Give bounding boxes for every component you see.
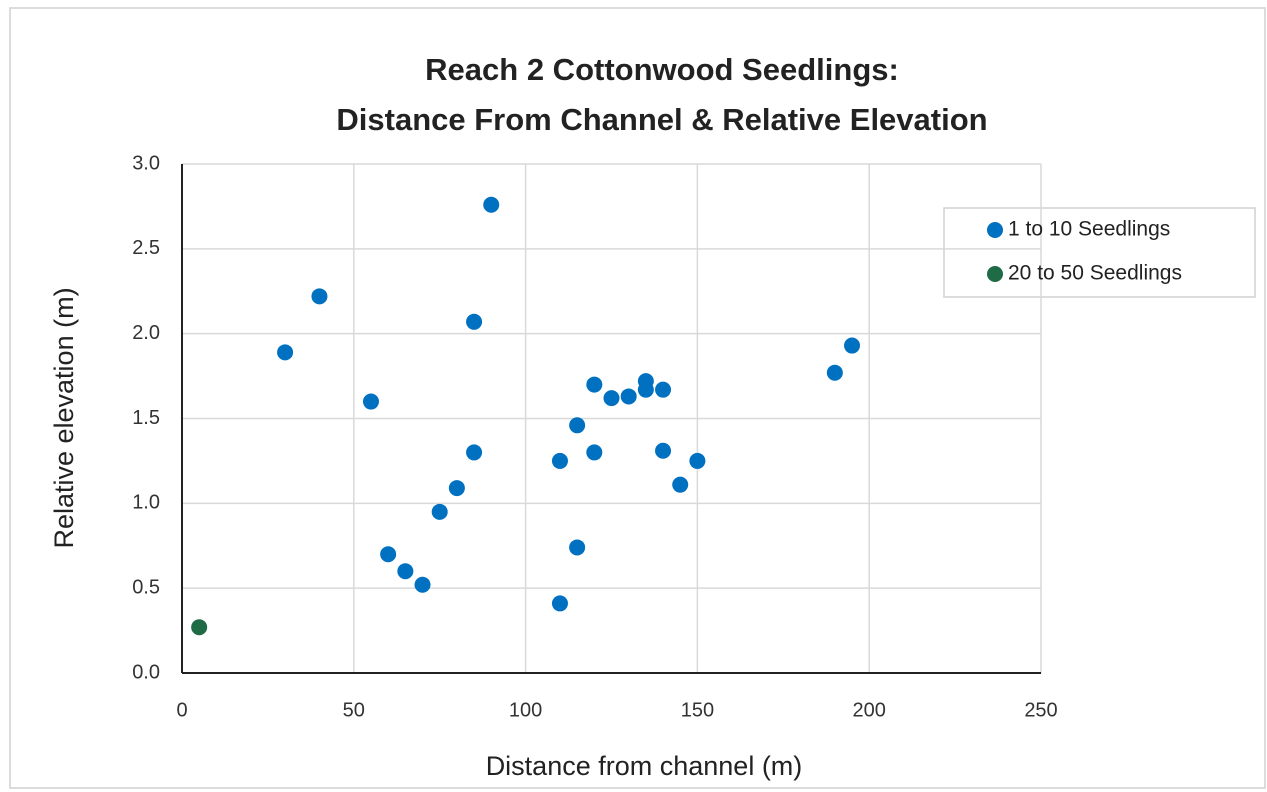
point <box>620 388 637 405</box>
y-tick-label: 0.5 <box>132 576 160 598</box>
legend-marker <box>987 222 1003 238</box>
point <box>466 444 483 461</box>
point <box>569 539 586 556</box>
point <box>586 444 603 461</box>
x-tick-label: 250 <box>1024 699 1057 721</box>
point <box>311 288 328 305</box>
point <box>551 452 568 469</box>
chart-title: Distance From Channel & Relative Elevati… <box>336 102 987 137</box>
legend-marker <box>987 266 1003 282</box>
chart-frame <box>9 7 1266 789</box>
point <box>826 364 843 381</box>
point <box>466 313 483 330</box>
y-tick-label: 2.5 <box>132 237 160 259</box>
x-tick-label: 0 <box>176 699 187 721</box>
legend-label: 20 to 50 Seedlings <box>1008 262 1182 285</box>
point <box>586 376 603 393</box>
point <box>569 417 586 434</box>
point <box>191 619 208 636</box>
x-tick-label: 150 <box>681 699 714 721</box>
x-tick-label: 100 <box>509 699 542 721</box>
y-tick-label: 1.5 <box>132 407 160 429</box>
point <box>551 595 568 612</box>
point <box>483 196 500 213</box>
point <box>844 337 861 354</box>
point <box>414 576 431 593</box>
point <box>431 503 448 520</box>
point <box>655 381 672 398</box>
point <box>655 442 672 459</box>
point <box>603 390 620 407</box>
x-tick-label: 200 <box>853 699 886 721</box>
x-axis-label: Distance from channel (m) <box>486 751 803 781</box>
point <box>672 476 689 493</box>
y-tick-label: 2.0 <box>132 322 160 344</box>
point <box>362 393 379 410</box>
point <box>380 546 397 563</box>
y-tick-label: 1.0 <box>132 492 160 514</box>
y-tick-label: 3.0 <box>132 152 160 174</box>
point <box>689 452 706 469</box>
point <box>397 563 414 580</box>
point <box>277 344 294 361</box>
point <box>637 381 654 398</box>
point <box>448 480 465 497</box>
y-axis-label: Relative elevation (m) <box>49 287 79 548</box>
legend-label: 1 to 10 Seedlings <box>1008 218 1170 241</box>
y-tick-label: 0.0 <box>132 661 160 683</box>
chart-title: Reach 2 Cottonwood Seedlings: <box>425 52 899 87</box>
x-tick-label: 50 <box>343 699 365 721</box>
